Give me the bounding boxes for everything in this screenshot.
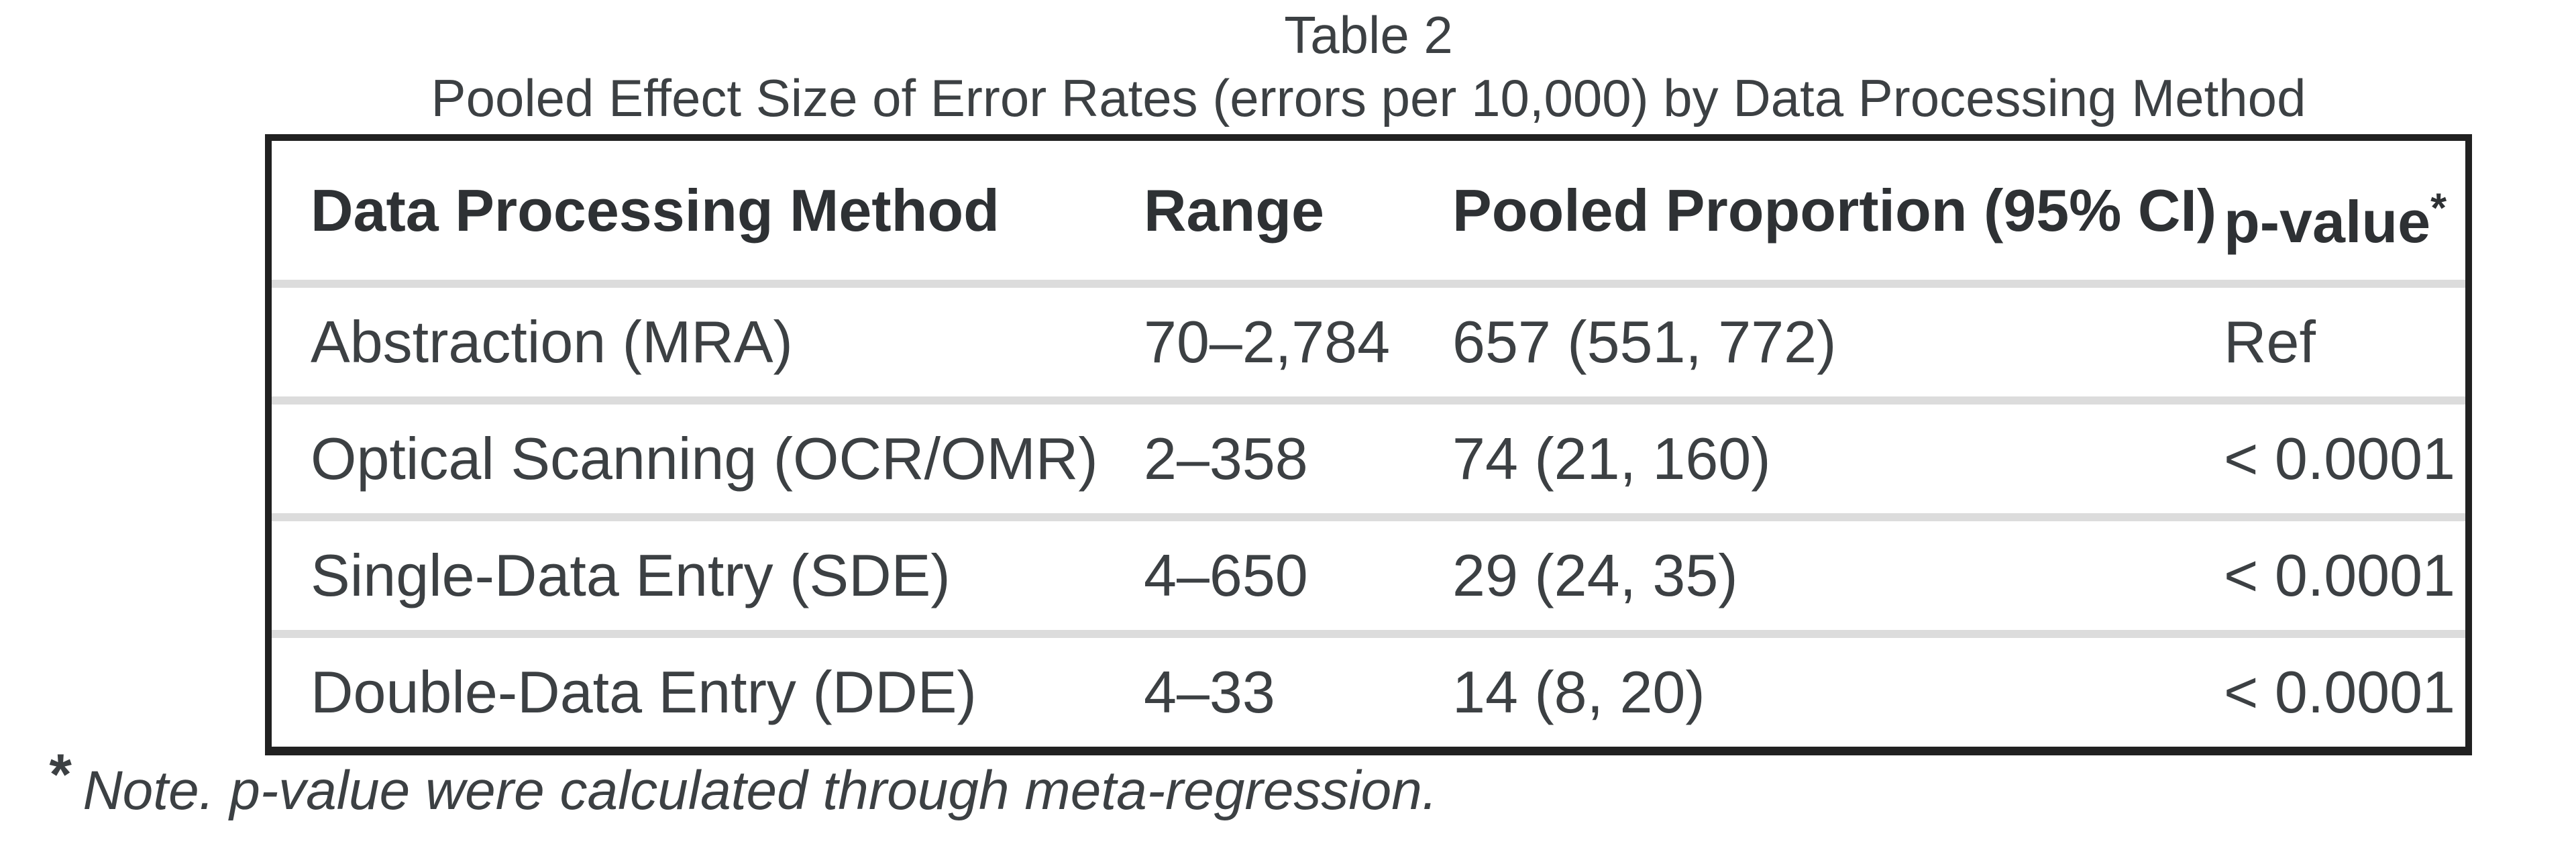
cell-method: Abstraction (MRA) (311, 309, 793, 375)
table-row-optical-scanning: Optical Scanning (OCR/OMR) 2–358 74 (21,… (272, 405, 2465, 513)
p-value-superscript-asterisk: * (2430, 184, 2447, 231)
row-divider (272, 513, 2465, 521)
table-row-abstraction: Abstraction (MRA) 70–2,784 657 (551, 772… (272, 288, 2465, 396)
table-header-row: Data Processing Method Range Pooled Prop… (272, 141, 2465, 280)
row-divider (272, 280, 2465, 288)
row-divider (272, 630, 2465, 638)
cell-p-value: < 0.0001 (2224, 659, 2455, 725)
cell-method: Double-Data Entry (DDE) (311, 659, 977, 725)
table-caption: Pooled Effect Size of Error Rates (error… (431, 68, 2306, 127)
table-footnote: * Note. p-value were calculated through m… (47, 743, 1438, 823)
footnote-asterisk: * (47, 743, 70, 807)
cell-pooled: 657 (551, 772) (1452, 309, 1837, 375)
cell-range: 70–2,784 (1144, 309, 1391, 375)
table-row-double-data-entry: Double-Data Entry (DDE) 4–33 14 (8, 20) … (272, 638, 2465, 747)
cell-p-value: < 0.0001 (2224, 425, 2455, 492)
cell-pooled: 29 (24, 35) (1452, 542, 1738, 608)
header-pooled-proportion: Pooled Proportion (95% CI) (1452, 176, 2217, 244)
header-p-value: p-value* (2224, 187, 2465, 256)
header-method: Data Processing Method (311, 176, 1000, 244)
cell-range: 2–358 (1144, 425, 1308, 492)
cell-method: Optical Scanning (OCR/OMR) (311, 425, 1098, 492)
header-range: Range (1144, 176, 1324, 244)
cell-p-value: Ref (2224, 309, 2316, 375)
table-number-title: Table 2 (1284, 5, 1453, 64)
table-row-single-data-entry: Single-Data Entry (SDE) 4–650 29 (24, 35… (272, 521, 2465, 630)
cell-pooled: 74 (21, 160) (1452, 425, 1771, 492)
cell-method: Single-Data Entry (SDE) (311, 542, 951, 608)
cell-p-value: < 0.0001 (2224, 542, 2455, 608)
row-divider (272, 396, 2465, 405)
cell-range: 4–33 (1144, 659, 1275, 725)
footnote-text: Note. p-value were calculated through me… (83, 760, 1438, 821)
cell-pooled: 14 (8, 20) (1452, 659, 1705, 725)
cell-range: 4–650 (1144, 542, 1308, 608)
data-table: Data Processing Method Range Pooled Prop… (265, 134, 2472, 755)
header-p-value-label: p-value (2224, 188, 2431, 255)
